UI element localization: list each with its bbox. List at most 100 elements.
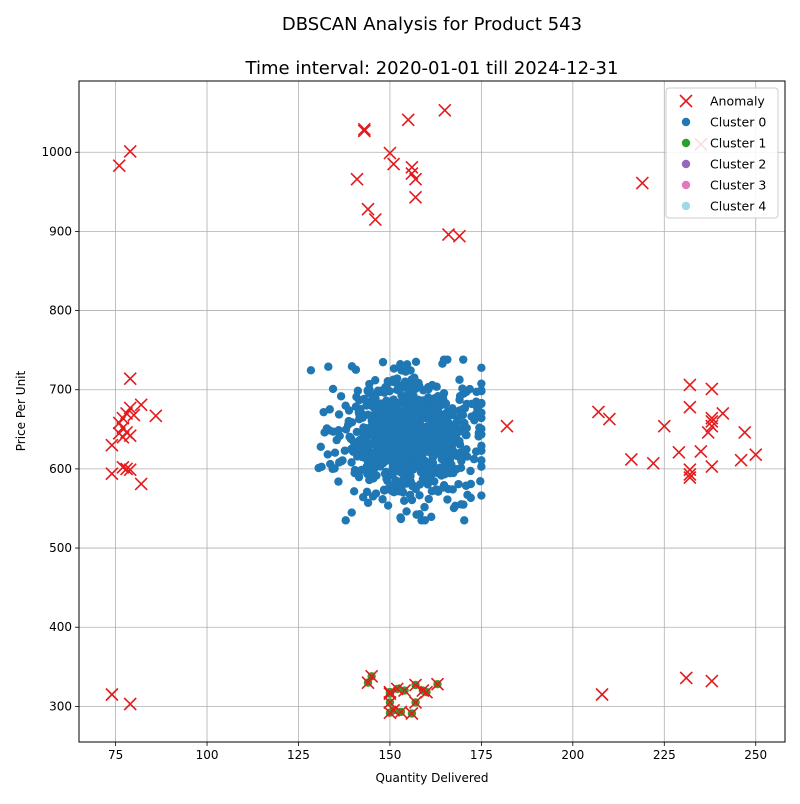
cluster-0-point: [402, 507, 411, 516]
cluster-0-point: [390, 401, 399, 410]
cluster-0-point: [420, 502, 429, 512]
cluster-0-point: [349, 437, 359, 447]
anomaly-point: [683, 467, 697, 481]
cluster-0-point: [457, 500, 466, 509]
x-tick-label: 225: [653, 748, 676, 762]
cluster-0-point: [462, 445, 471, 454]
cluster-0-point: [477, 399, 486, 409]
axis-ticks: 75 100 125 150 175 200 225 250 300 400 500 600 700 80…: [41, 145, 767, 762]
cluster-0-point: [423, 460, 433, 469]
legend-item: Cluster 2: [681, 157, 766, 172]
legend-item: Cluster 0: [681, 115, 766, 130]
cluster-0-point: [371, 376, 380, 385]
cluster-0-point: [364, 466, 374, 476]
cluster-0-point: [471, 447, 481, 456]
cluster-0-point: [427, 487, 437, 496]
x-tick-label: 125: [287, 748, 310, 762]
legend-label: Anomaly: [710, 94, 765, 109]
cluster-0-point: [366, 423, 376, 432]
anomaly-point: [734, 453, 748, 467]
cluster-0-point: [334, 425, 343, 435]
cluster-0-point: [402, 360, 412, 369]
cluster-0-point: [477, 363, 486, 373]
anomaly-point: [408, 695, 423, 709]
cluster-0-point: [392, 385, 402, 395]
cluster-0-point: [422, 447, 432, 456]
anomaly-point: [383, 687, 397, 701]
cluster-0-point: [353, 452, 362, 461]
anomaly-point: [701, 425, 715, 440]
cluster-0-point: [334, 410, 344, 419]
cluster-0-point: [370, 456, 379, 465]
cluster-0-point: [332, 435, 341, 445]
cluster-0-point: [454, 479, 463, 489]
cluster-0-point: [306, 366, 316, 375]
cluster-0-point: [429, 429, 438, 439]
cluster-0-point: [424, 471, 433, 480]
cluster-0-point: [447, 460, 456, 469]
anomaly-point: [105, 687, 119, 702]
anomaly-point: [705, 414, 719, 428]
anomaly-point: [441, 228, 456, 242]
anomaly-point: [595, 687, 609, 702]
cluster-0-point: [432, 382, 441, 391]
x-tick-label: 150: [378, 748, 401, 762]
anomaly-point: [127, 408, 141, 422]
cluster-0-point: [336, 392, 346, 401]
cluster-0-points: [306, 355, 486, 525]
cluster-0-point: [429, 401, 439, 410]
cluster-0-point: [461, 430, 471, 440]
cluster-0-point: [350, 468, 359, 478]
y-tick-label: 500: [49, 541, 72, 555]
anomaly-point: [738, 425, 752, 440]
cluster-0-point: [458, 410, 468, 420]
cluster-0-point: [477, 430, 486, 439]
anomaly-point: [368, 212, 382, 227]
cluster-0-point: [438, 417, 447, 426]
anomaly-point: [134, 477, 148, 491]
cluster-0-point: [324, 362, 333, 371]
anomaly-point: [602, 412, 616, 426]
anomaly-point: [416, 683, 430, 698]
cluster-0-point: [323, 450, 332, 459]
cluster-0-point: [460, 516, 469, 525]
cluster-0-point: [476, 477, 485, 486]
cluster-0-point: [396, 407, 405, 416]
cluster-0-point: [477, 462, 486, 471]
cluster-0-point: [448, 485, 457, 494]
cluster-0-point: [455, 375, 464, 384]
cluster-0-point: [386, 471, 396, 480]
anomaly-point: [705, 459, 719, 474]
cluster-0-point: [389, 411, 398, 421]
cluster-0-point: [413, 431, 423, 441]
cluster-0-point: [326, 459, 335, 469]
anomaly-point: [500, 419, 514, 433]
cluster-0-point: [409, 443, 418, 453]
y-tick-label: 1000: [41, 145, 72, 159]
cluster-0-point: [380, 486, 389, 495]
cluster-0-point: [402, 462, 411, 471]
cluster-0-point: [428, 418, 437, 427]
cluster-0-point: [389, 364, 399, 373]
anomaly-point: [123, 463, 137, 477]
cluster-0-point: [408, 375, 417, 385]
legend-label: Cluster 2: [710, 157, 766, 172]
anomaly-point: [408, 678, 423, 692]
legend-label: Cluster 3: [710, 178, 766, 193]
legend-box: [665, 87, 779, 219]
anomaly-point: [149, 409, 163, 423]
x-tick-label: 200: [561, 748, 584, 762]
cluster-0-point: [440, 470, 449, 479]
cluster-0-point: [354, 408, 363, 417]
cluster-0-point: [347, 362, 357, 371]
anomaly-point: [105, 467, 119, 481]
x-axis-label: Quantity Delivered: [375, 771, 488, 785]
cluster-0-point: [378, 495, 387, 504]
cluster-0-point: [420, 426, 430, 436]
cluster-0-point: [392, 427, 401, 436]
cluster-0-point: [405, 490, 415, 500]
anomaly-point: [646, 456, 660, 470]
anomaly-point: [683, 378, 697, 392]
cluster-0-point: [408, 421, 417, 430]
